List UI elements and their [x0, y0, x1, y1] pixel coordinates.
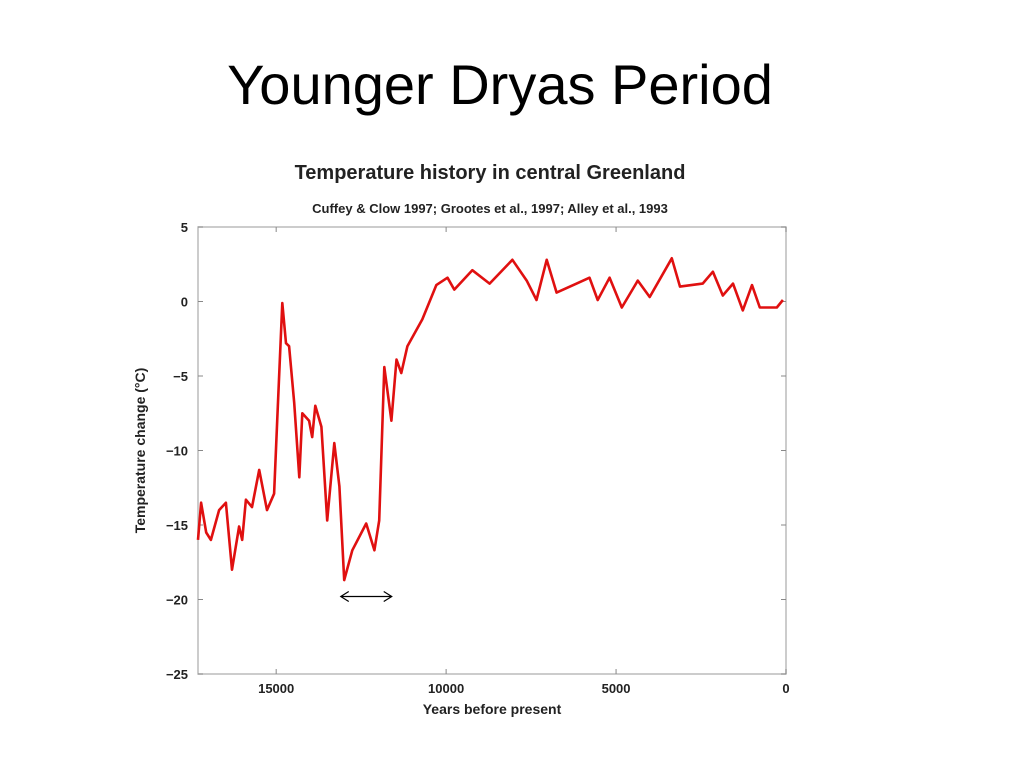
plot-frame [197, 226, 787, 675]
x-tick-label: 5000 [602, 681, 631, 696]
x-tick-label: 0 [782, 681, 789, 696]
chart-title: Temperature history in central Greenland [294, 162, 686, 184]
y-tick-label: −15 [166, 518, 188, 533]
chart-subtitle: Cuffey & Clow 1997; Grootes et al., 1997… [312, 201, 668, 216]
y-tick-label: 5 [181, 220, 188, 235]
x-axis-label: Years before present [423, 701, 562, 717]
y-tick-label: −10 [166, 444, 188, 459]
slide-title: Younger Dryas Period [227, 53, 773, 116]
y-tick-label: −20 [166, 593, 188, 608]
younger-dryas-double-arrow [339, 591, 393, 603]
x-tick-label: 15000 [258, 681, 294, 696]
y-tick-label: 0 [181, 295, 188, 310]
x-tick-label: 10000 [428, 681, 464, 696]
y-axis-label: Temperature change (°C) [132, 368, 148, 534]
y-tick-label: −5 [173, 369, 188, 384]
temperature-series-line [196, 257, 784, 582]
y-tick-label: −25 [166, 667, 188, 682]
